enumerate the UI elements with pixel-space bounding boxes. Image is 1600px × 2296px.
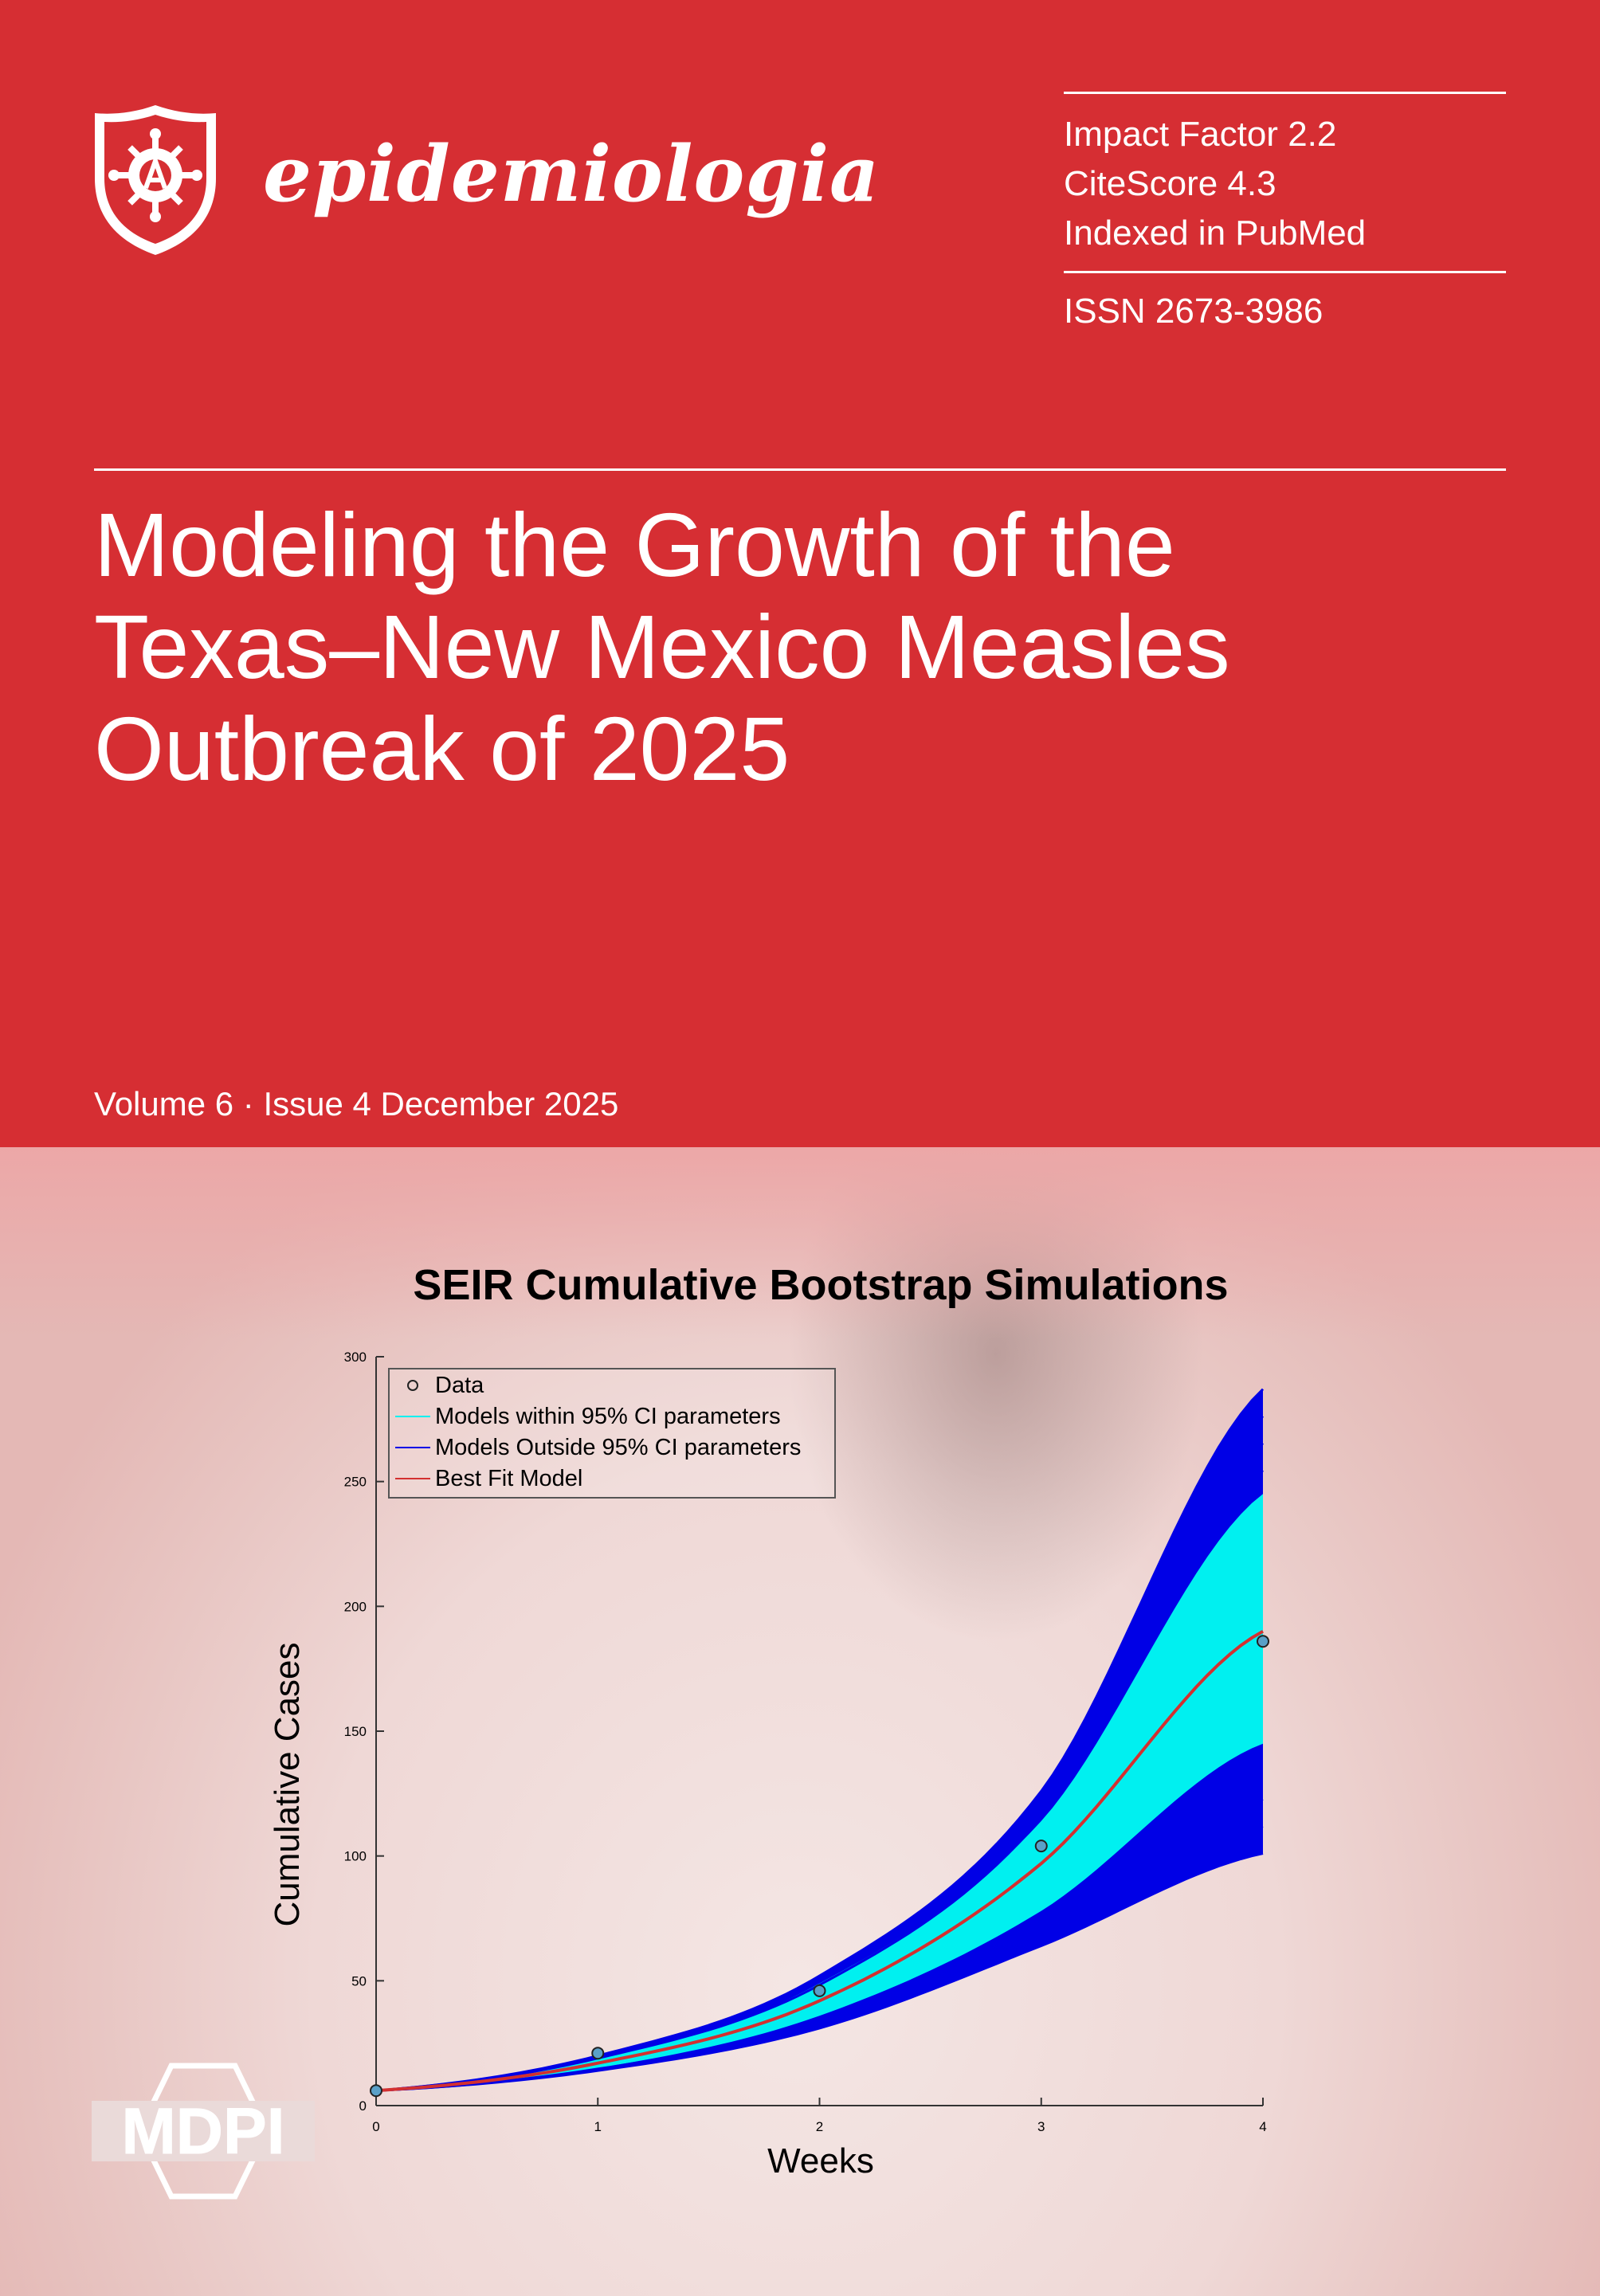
volume-issue: Volume 6 · Issue 4 December 2025 [94,1085,619,1123]
metrics-list: Impact Factor 2.2 CiteScore 4.3 Indexed … [1064,110,1366,258]
chart-points [370,1635,1269,2098]
issn: ISSN 2673-3986 [1064,292,1324,331]
outside-ci-band [376,1389,1263,2091]
y-tick-label: 150 [344,1724,367,1739]
chart-legend: Data Models within 95% CI parameters Model… [388,1368,836,1499]
legend-entry: Models within 95% CI parameters [435,1404,781,1429]
best-fit-line [375,1629,1265,2093]
publisher-name: MDPI [122,2095,285,2168]
data-point [591,2047,605,2060]
image-top-shade [0,1147,1600,1338]
article-title: Modeling the Growth of the Texas–New Mex… [94,494,1528,800]
legend-entry: Best Fit Model [435,1466,582,1491]
impact-factor: Impact Factor 2.2 [1064,115,1337,154]
cover-header: epidemiologia Impact Factor 2.2 CiteScor… [0,0,1600,1147]
outside-ci-model-line [375,1388,1265,2092]
x-tick-label: 1 [594,2119,602,2134]
indexed-in: Indexed in PubMed [1064,214,1367,253]
data-point [1257,1635,1269,1648]
chart-axes: 0 1 2 3 4 0 50 100 150 200 250 300 [344,1350,1267,2134]
journal-shield-logo-icon [95,105,216,255]
y-tick-label: 0 [359,2098,367,2114]
y-tick-label: 50 [351,1973,367,1988]
x-tick-label: 0 [372,2119,379,2134]
legend-box [388,1368,836,1499]
chart-title: SEIR Cumulative Bootstrap Simulations [413,1261,1228,1309]
journal-name: epidemiologia [263,129,880,219]
metrics-bottom-rule [1064,271,1506,273]
x-tick-label: 2 [816,2119,823,2134]
data-point [1034,1840,1048,1853]
mdpi-logo-icon: MDPI [92,2063,315,2200]
y-axis-label: Cumulative Cases [268,1642,307,1926]
data-point [813,1984,826,1997]
y-tick-label: 100 [344,1849,367,1864]
x-tick-label: 3 [1037,2119,1045,2134]
citescore: CiteScore 4.3 [1064,164,1276,203]
legend-entry: Data [435,1373,484,1398]
chart-bands [376,1389,1263,2091]
y-tick-label: 300 [344,1350,367,1365]
title-line: Modeling the Growth of the [94,495,1175,595]
within-ci-band [376,1494,1263,2091]
chart-lines [375,1388,1265,2093]
legend-entry: Models Outside 95% CI parameters [435,1435,801,1460]
title-rule [94,468,1506,471]
x-tick-label: 4 [1259,2119,1266,2134]
x-axis-label: Weeks [767,2141,874,2180]
y-tick-label: 250 [344,1475,367,1490]
title-line: Texas–New Mexico Measles [94,597,1230,697]
data-point [370,2084,382,2098]
seir-chart: SEIR Cumulative Bootstrap Simulations 0 1… [268,1261,1269,2180]
y-tick-label: 200 [344,1599,367,1614]
legend-marker [407,1380,418,1391]
title-line: Outbreak of 2025 [94,699,790,799]
metrics-top-rule [1064,92,1506,94]
outside-ci-model-line [375,1798,1264,2092]
